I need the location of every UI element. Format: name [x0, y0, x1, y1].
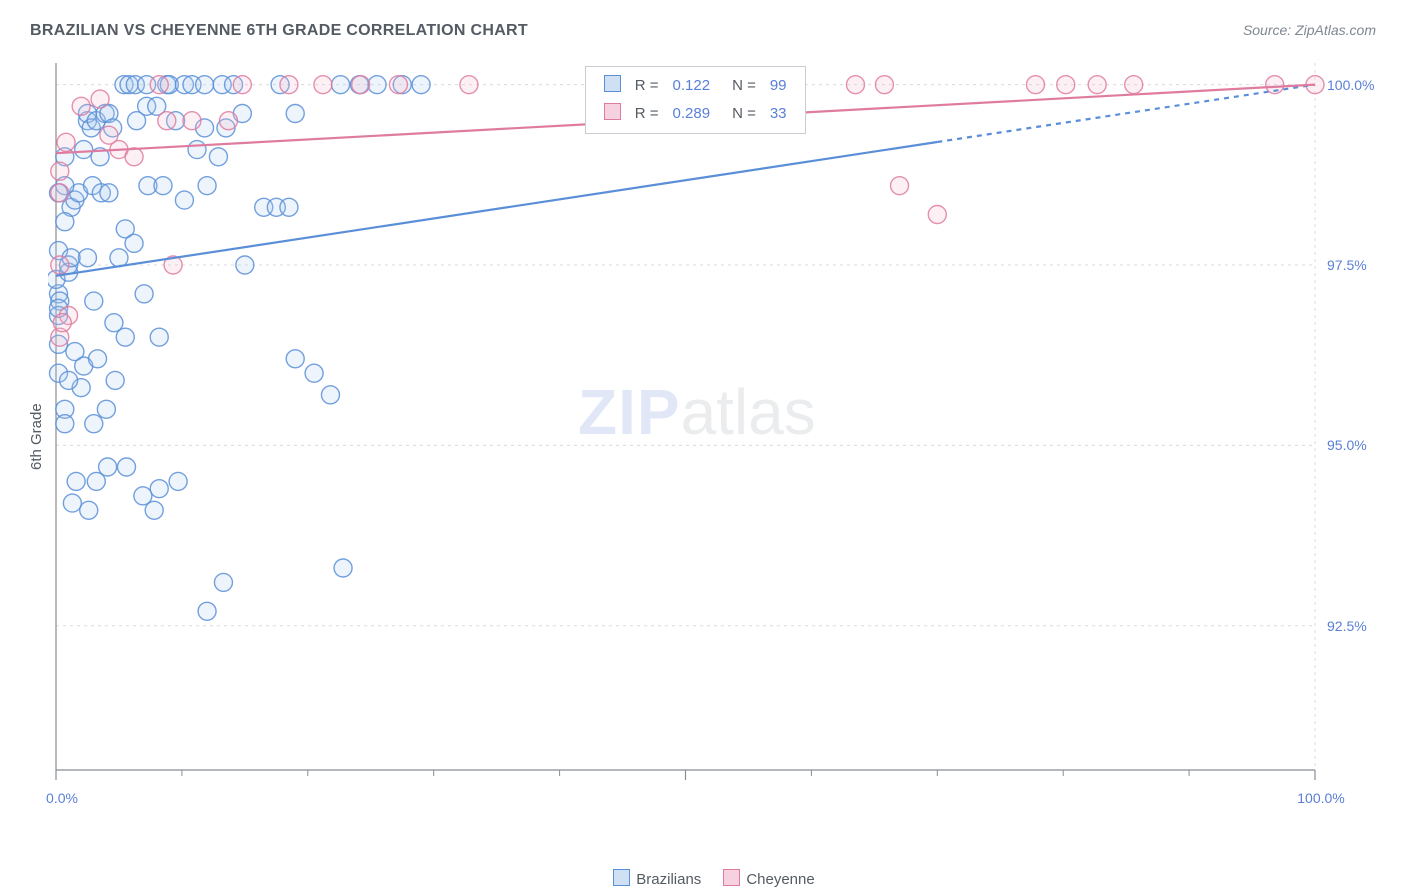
x-tick-label: 0.0% — [34, 790, 90, 806]
legend-label: Cheyenne — [746, 871, 814, 888]
chart-title: BRAZILIAN VS CHEYENNE 6TH GRADE CORRELAT… — [30, 22, 528, 40]
legend-label: Brazilians — [636, 871, 701, 888]
y-axis-title: 6th Grade — [28, 403, 45, 470]
y-tick-label: 100.0% — [1327, 77, 1374, 93]
chart-svg — [48, 55, 1373, 800]
y-tick-label: 95.0% — [1327, 437, 1367, 453]
source-label: Source: ZipAtlas.com — [1243, 22, 1376, 38]
y-tick-label: 97.5% — [1327, 257, 1367, 273]
correlation-legend: R =0.122N =99R =0.289N =33 — [585, 66, 806, 134]
x-tick-label: 100.0% — [1293, 790, 1349, 806]
series-legend: Brazilians Cheyenne — [0, 869, 1406, 888]
legend-swatch — [613, 869, 630, 886]
scatter-chart: ZIPatlas R =0.122N =99R =0.289N =33 — [48, 55, 1373, 800]
legend-table: R =0.122N =99R =0.289N =33 — [596, 71, 795, 129]
legend-swatch — [723, 869, 740, 886]
y-tick-label: 92.5% — [1327, 618, 1367, 634]
